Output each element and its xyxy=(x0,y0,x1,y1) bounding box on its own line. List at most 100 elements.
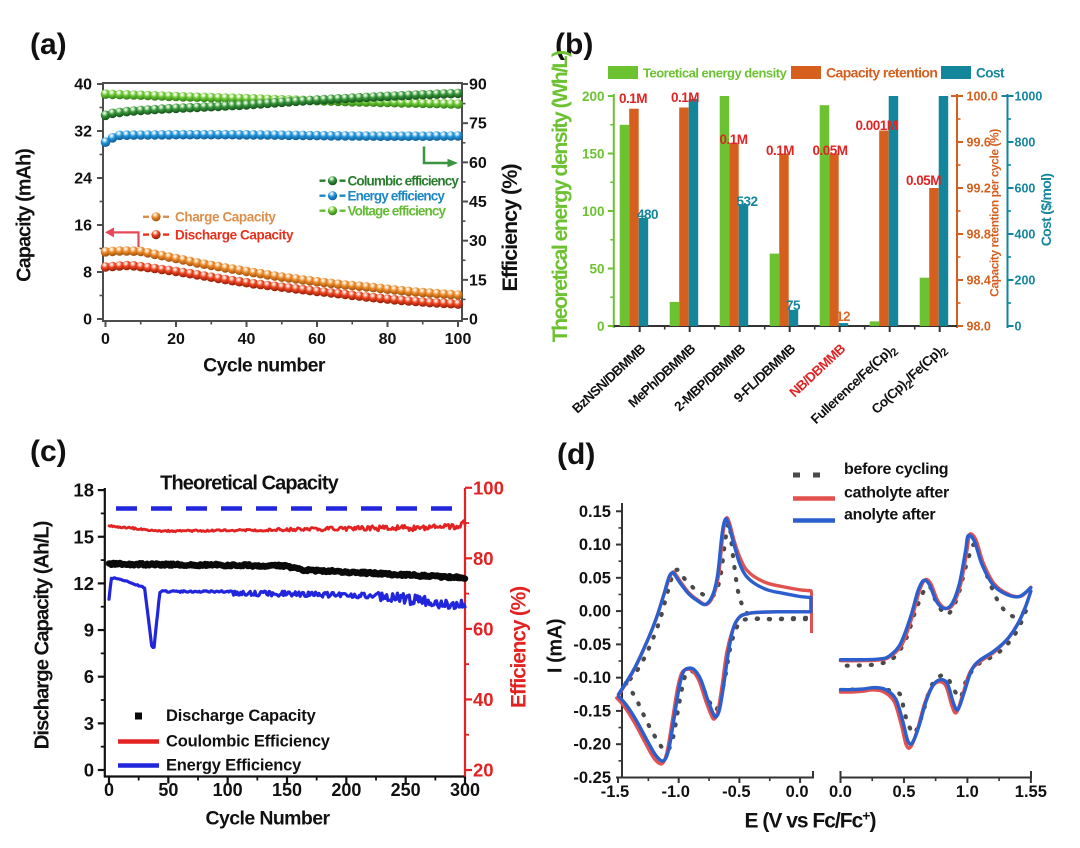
svg-text:800: 800 xyxy=(1015,136,1036,150)
svg-text:20: 20 xyxy=(167,331,185,348)
svg-text:Columbic efficiency: Columbic efficiency xyxy=(348,174,460,189)
svg-text:Capacity (mAh): Capacity (mAh) xyxy=(14,149,36,282)
svg-text:9: 9 xyxy=(84,620,94,641)
svg-text:20: 20 xyxy=(473,760,494,781)
svg-text:0: 0 xyxy=(469,312,478,329)
svg-text:532: 532 xyxy=(737,194,758,209)
svg-text:0: 0 xyxy=(83,312,92,329)
svg-text:400: 400 xyxy=(1015,228,1036,242)
svg-text:3: 3 xyxy=(84,713,94,734)
svg-text:15: 15 xyxy=(469,272,487,289)
svg-text:(a): (a) xyxy=(30,28,67,61)
svg-text:Cycle number: Cycle number xyxy=(203,355,326,377)
svg-text:24: 24 xyxy=(74,171,92,188)
svg-text:200: 200 xyxy=(1015,274,1036,288)
svg-text:75: 75 xyxy=(469,116,487,133)
svg-text:-0.25: -0.25 xyxy=(573,769,611,787)
svg-text:0.0: 0.0 xyxy=(829,783,852,801)
svg-text:1.55: 1.55 xyxy=(1015,783,1047,801)
svg-text:60: 60 xyxy=(469,155,487,172)
svg-text:0.05: 0.05 xyxy=(579,569,611,587)
svg-text:Charge Capacity: Charge Capacity xyxy=(175,210,276,225)
svg-text:0: 0 xyxy=(104,780,114,800)
svg-text:(d): (d) xyxy=(557,438,595,471)
svg-text:Energy Efficiency: Energy Efficiency xyxy=(166,757,302,775)
svg-text:12: 12 xyxy=(73,573,94,594)
svg-text:40: 40 xyxy=(74,77,92,94)
svg-text:0.05M: 0.05M xyxy=(906,173,941,188)
svg-text:75: 75 xyxy=(786,298,801,313)
svg-text:90: 90 xyxy=(469,77,487,94)
svg-text:250: 250 xyxy=(391,780,421,800)
svg-text:(b): (b) xyxy=(555,28,593,61)
svg-text:0.001M: 0.001M xyxy=(856,118,898,133)
svg-text:200: 200 xyxy=(582,89,605,104)
svg-text:Discharge Capacity (Ah/L): Discharge Capacity (Ah/L) xyxy=(31,521,54,749)
svg-text:100: 100 xyxy=(213,780,243,800)
svg-text:-0.15: -0.15 xyxy=(573,702,611,720)
svg-text:0: 0 xyxy=(101,331,110,348)
svg-text:60: 60 xyxy=(308,331,326,348)
svg-text:200: 200 xyxy=(331,780,361,800)
svg-text:0.1M: 0.1M xyxy=(720,132,748,147)
svg-text:anolyte after: anolyte after xyxy=(844,507,935,524)
svg-text:40: 40 xyxy=(238,331,256,348)
svg-text:16: 16 xyxy=(74,218,92,235)
svg-text:Discharge Capacity: Discharge Capacity xyxy=(175,227,294,242)
svg-text:Theoretical Capacity: Theoretical Capacity xyxy=(160,473,339,495)
svg-text:100: 100 xyxy=(445,331,472,348)
svg-text:6: 6 xyxy=(84,666,94,687)
svg-text:60: 60 xyxy=(473,618,494,639)
svg-text:12: 12 xyxy=(836,309,850,324)
svg-text:1000: 1000 xyxy=(1015,90,1043,104)
svg-text:1.0: 1.0 xyxy=(956,783,979,801)
svg-text:-0.20: -0.20 xyxy=(573,736,611,754)
svg-text:-0.05: -0.05 xyxy=(573,636,611,654)
svg-text:300: 300 xyxy=(450,780,480,800)
svg-text:I (mA): I (mA) xyxy=(545,619,567,673)
svg-text:catholyte after: catholyte after xyxy=(844,485,949,502)
svg-text:100: 100 xyxy=(582,204,605,219)
svg-text:0: 0 xyxy=(84,760,94,781)
svg-text:Cost ($/mol): Cost ($/mol) xyxy=(1038,174,1054,247)
svg-text:30: 30 xyxy=(469,233,487,250)
svg-text:(c): (c) xyxy=(30,435,67,468)
svg-text:0: 0 xyxy=(597,319,605,334)
svg-text:40: 40 xyxy=(473,689,494,710)
svg-text:Energy efficiency: Energy efficiency xyxy=(348,189,446,204)
svg-text:0.15: 0.15 xyxy=(579,503,611,521)
svg-text:Voltage efficiency: Voltage efficiency xyxy=(348,204,447,219)
svg-text:45: 45 xyxy=(469,194,487,211)
svg-text:18: 18 xyxy=(73,480,94,501)
svg-text:98.8: 98.8 xyxy=(967,228,991,242)
svg-text:Cycle Number: Cycle Number xyxy=(206,808,331,830)
svg-text:-0.5: -0.5 xyxy=(722,783,750,801)
svg-text:100: 100 xyxy=(473,477,504,498)
svg-text:0: 0 xyxy=(1015,320,1022,334)
svg-text:98.4: 98.4 xyxy=(967,274,991,288)
svg-text:50: 50 xyxy=(158,780,178,800)
svg-text:150: 150 xyxy=(582,147,605,162)
svg-text:99.2: 99.2 xyxy=(967,182,991,196)
svg-text:0.1M: 0.1M xyxy=(671,90,699,105)
svg-text:0.1M: 0.1M xyxy=(766,143,794,158)
svg-text:100.0: 100.0 xyxy=(967,90,998,104)
svg-text:-1.0: -1.0 xyxy=(661,783,689,801)
svg-text:Theoretical energy density (Wh: Theoretical energy density (Wh/L) xyxy=(548,50,572,342)
svg-text:Capacity retention: Capacity retention xyxy=(826,65,937,81)
svg-text:99.6: 99.6 xyxy=(967,136,991,150)
svg-text:Efficiency (%): Efficiency (%) xyxy=(498,164,522,292)
svg-text:0.05M: 0.05M xyxy=(813,143,848,158)
svg-text:Discharge Capacity: Discharge Capacity xyxy=(166,707,317,725)
svg-text:50: 50 xyxy=(589,262,604,277)
svg-text:600: 600 xyxy=(1015,182,1036,196)
svg-text:Efficiency (%): Efficiency (%) xyxy=(508,587,531,708)
svg-text:32: 32 xyxy=(74,124,92,141)
svg-text:480: 480 xyxy=(637,207,658,222)
svg-text:-1.5: -1.5 xyxy=(601,783,629,801)
svg-text:98.0: 98.0 xyxy=(967,320,991,334)
svg-text:0.5: 0.5 xyxy=(892,783,915,801)
svg-text:15: 15 xyxy=(73,526,94,547)
svg-text:80: 80 xyxy=(473,548,494,569)
svg-text:-0.10: -0.10 xyxy=(573,669,611,687)
